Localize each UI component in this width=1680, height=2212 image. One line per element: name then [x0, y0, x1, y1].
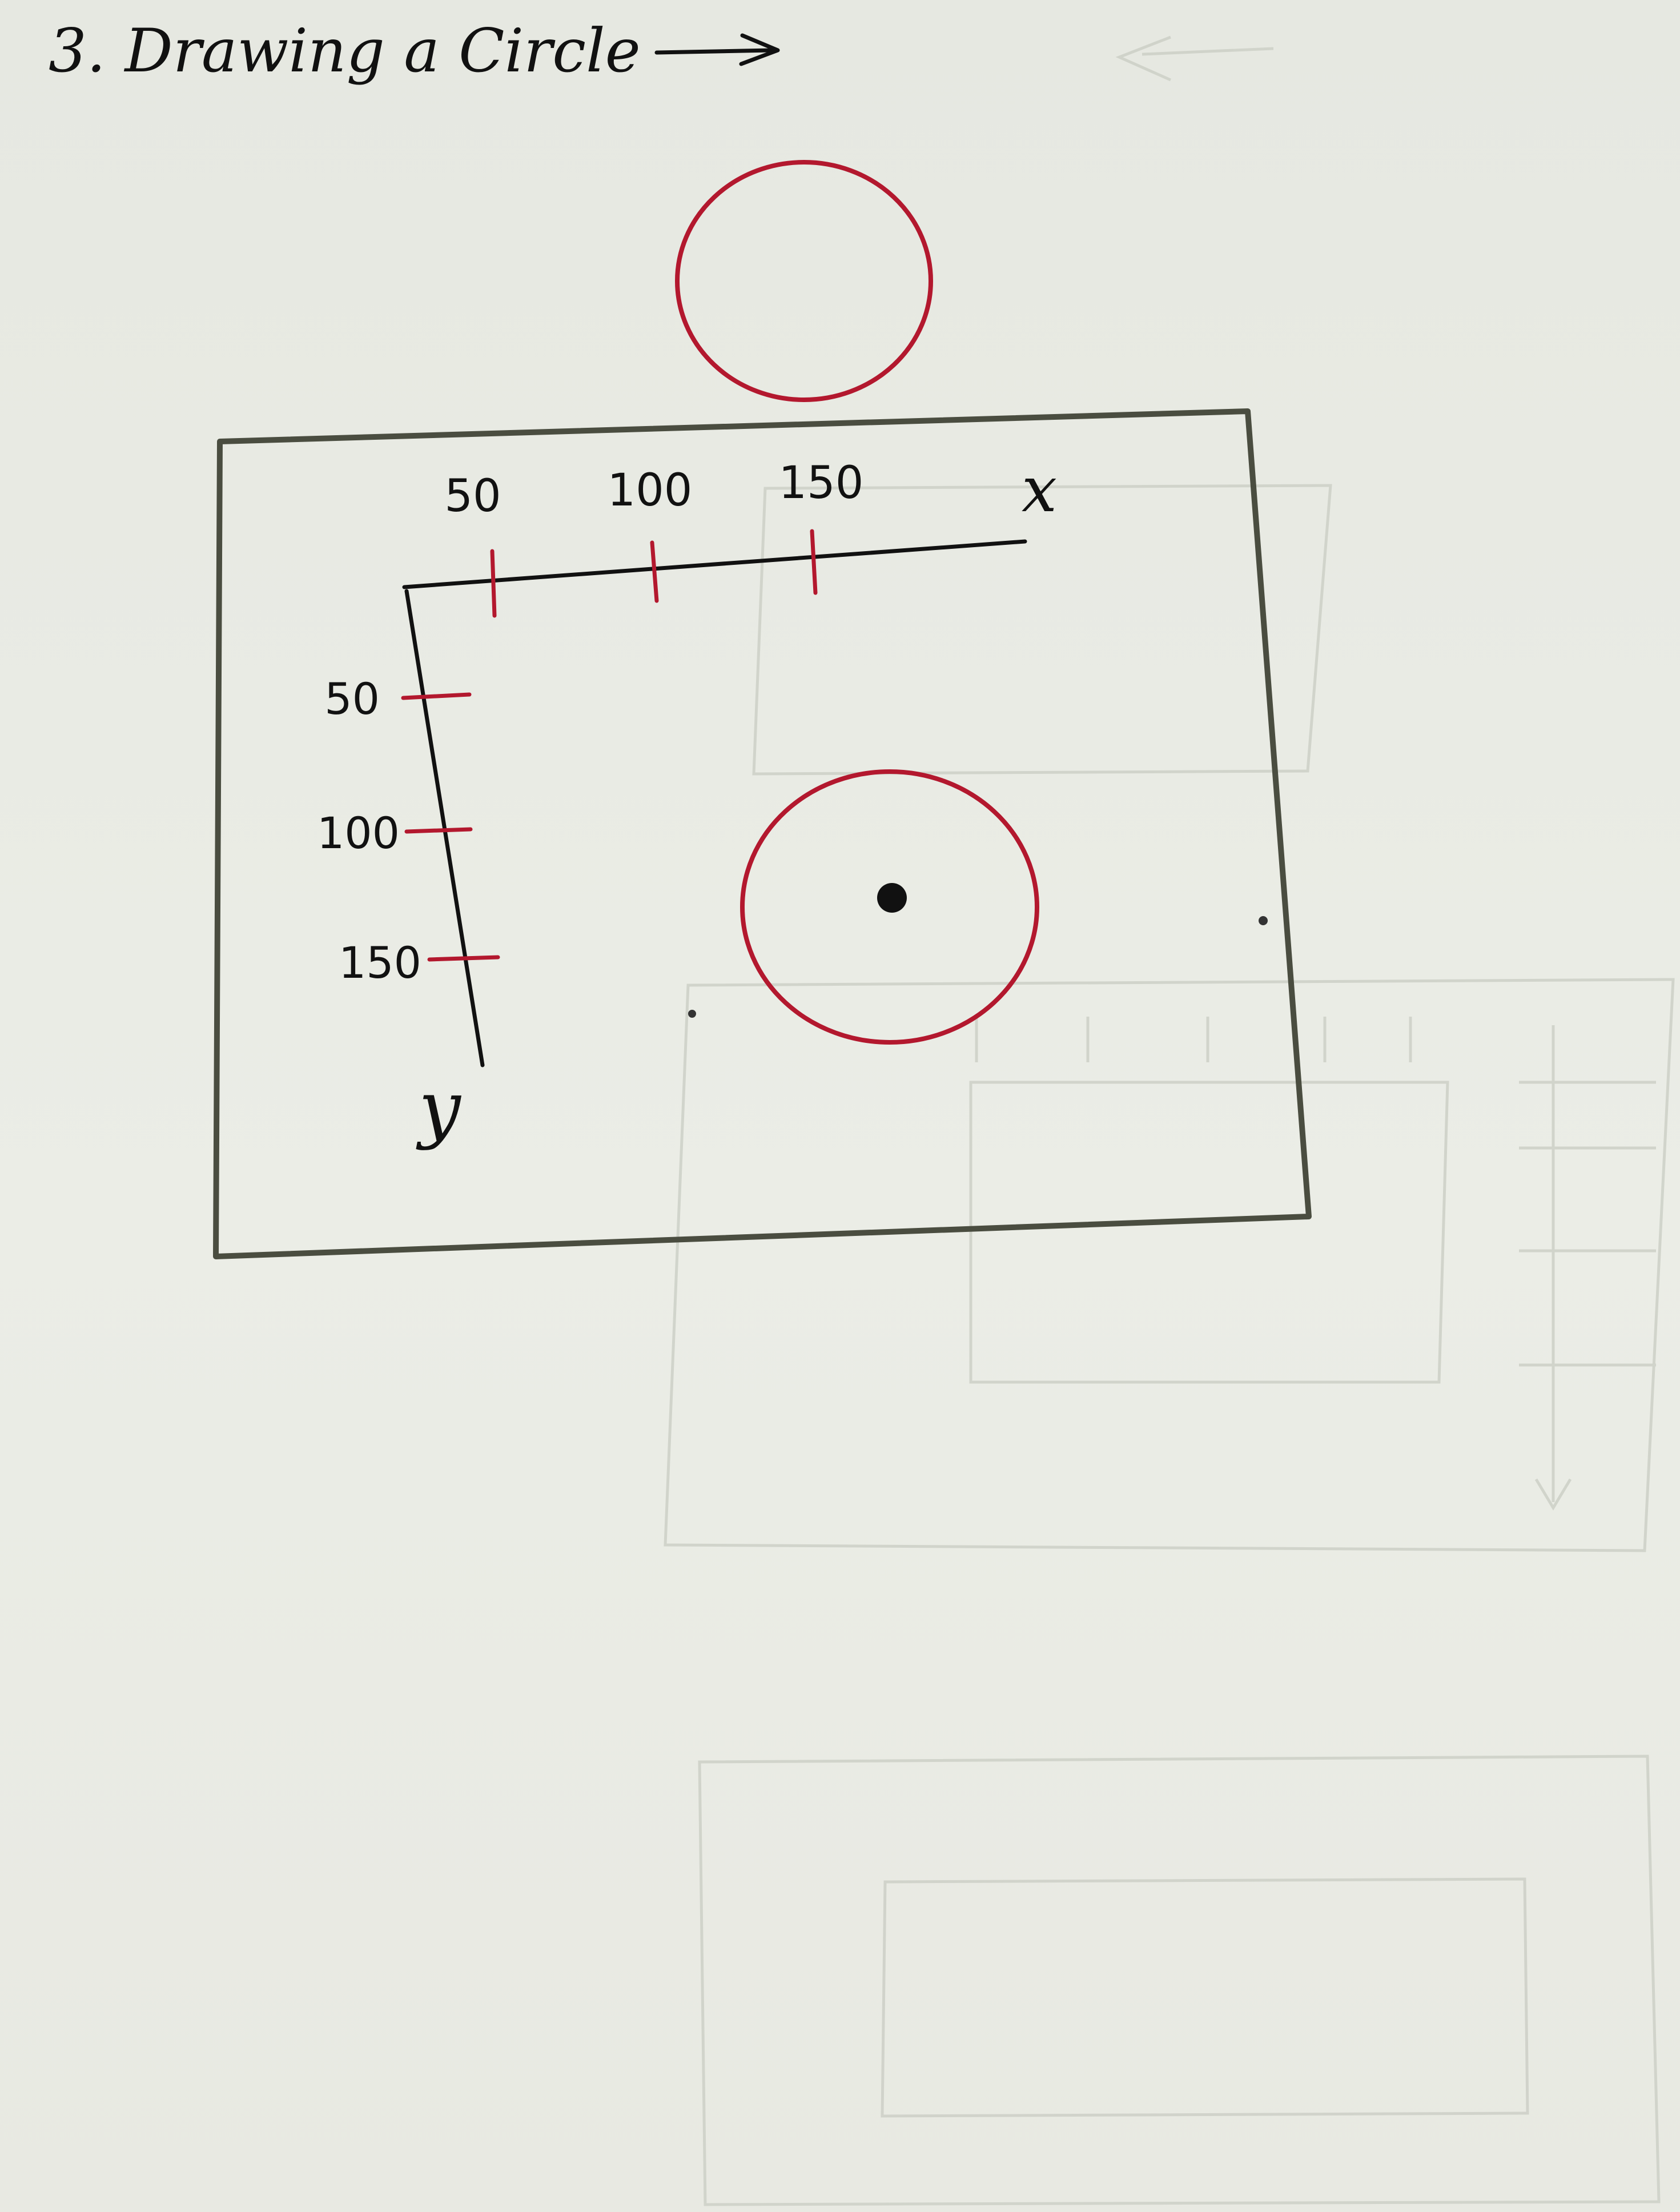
y-tick-50 — [401, 692, 472, 700]
circle-center-point — [877, 883, 907, 913]
title-arrow-head — [739, 33, 780, 66]
ghost-rect-4 — [698, 1755, 1661, 2206]
canvas-frame — [213, 408, 1312, 1259]
ghost-rect-1 — [752, 484, 1332, 776]
y-tick-label-150: 150 — [339, 937, 421, 988]
ghost-rect-5 — [881, 1877, 1529, 2118]
y-tick-100 — [404, 827, 473, 834]
x-tick-label-50: 50 — [444, 471, 501, 522]
y-axis-line — [404, 589, 485, 1067]
stray-dot-2 — [1259, 916, 1268, 925]
canvas-circle — [740, 769, 1039, 1045]
title-text: 3. Drawing a Circle — [49, 16, 641, 86]
y-axis-label: y — [416, 1065, 461, 1151]
y-tick-150 — [427, 955, 500, 962]
x-axis-line — [402, 539, 1027, 589]
title-arrow-line — [654, 48, 773, 55]
x-tick-100 — [650, 540, 659, 603]
show-through-marks — [664, 35, 1675, 2206]
page-title: 3. Drawing a Circle — [49, 16, 780, 86]
ghost-rect-3 — [969, 1081, 1449, 1384]
x-tick-150 — [810, 529, 818, 595]
ghost-arrow-top-head — [1115, 35, 1172, 82]
x-axis: 50 100 150 x — [402, 453, 1057, 618]
x-tick-label-100: 100 — [608, 465, 693, 516]
x-tick-50 — [490, 549, 497, 618]
x-axis-label: x — [1022, 453, 1057, 526]
top-circle — [675, 160, 933, 402]
y-tick-label-100: 100 — [317, 808, 400, 858]
y-tick-label-50: 50 — [324, 673, 380, 724]
ghost-arrow-head — [1534, 1478, 1572, 1511]
ghost-rect-2 — [664, 978, 1675, 1552]
stray-dot-1 — [688, 1010, 696, 1018]
y-axis: 50 100 150 y — [317, 589, 500, 1151]
x-tick-label-150: 150 — [779, 457, 864, 509]
ghost-arrow-top — [1142, 47, 1274, 56]
